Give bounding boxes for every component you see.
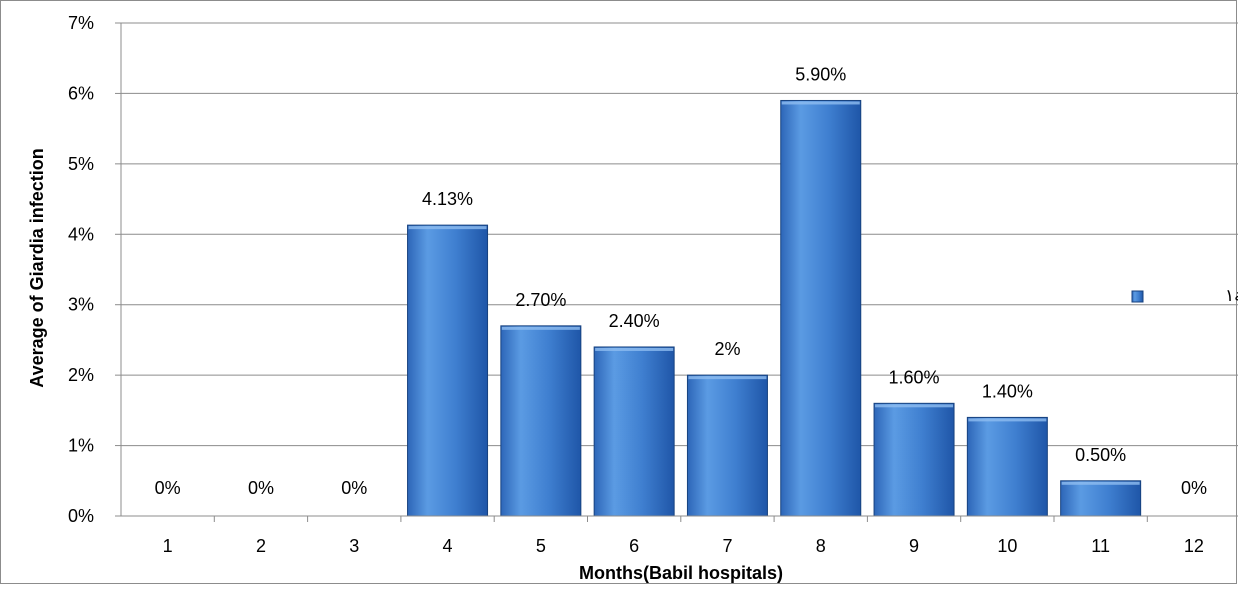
legend: سلسلة١ bbox=[1131, 286, 1239, 305]
y-tick-label: 7% bbox=[68, 13, 94, 33]
x-tick-label: 6 bbox=[629, 536, 639, 556]
data-label: 0% bbox=[341, 478, 367, 498]
x-tick-label: 11 bbox=[1091, 536, 1110, 556]
bar bbox=[500, 325, 582, 517]
x-tick-label: 12 bbox=[1184, 536, 1204, 556]
bar bbox=[593, 346, 675, 517]
bar-highlight bbox=[501, 326, 580, 330]
y-tick-label: 0% bbox=[68, 506, 94, 526]
x-tick-label: 1 bbox=[163, 536, 173, 556]
x-tick-label: 3 bbox=[349, 536, 359, 556]
data-label: 4.13% bbox=[422, 189, 473, 209]
legend-swatch bbox=[1131, 290, 1144, 303]
data-label: 1.40% bbox=[982, 381, 1033, 401]
data-label: 2.70% bbox=[515, 290, 566, 310]
bar bbox=[1060, 480, 1142, 517]
x-axis-title: Months(Babil hospitals) bbox=[579, 563, 783, 583]
axes: 0%1%2%3%4%5%6%7%1 2 3 4 5 6 7 8 9 10 11 12 bbox=[68, 13, 1238, 556]
bar-highlight bbox=[688, 376, 767, 380]
data-label: 0.50% bbox=[1075, 445, 1126, 465]
data-label: 5.90% bbox=[795, 64, 846, 84]
x-tick-label: 5 bbox=[536, 536, 546, 556]
y-tick-label: 4% bbox=[68, 224, 94, 244]
data-label: 2% bbox=[714, 339, 740, 359]
data-label: 2.40% bbox=[609, 311, 660, 331]
data-label: 1.60% bbox=[889, 367, 940, 387]
x-tick-label: 7 bbox=[722, 536, 732, 556]
bar-highlight bbox=[1061, 481, 1140, 485]
y-tick-label: 5% bbox=[68, 154, 94, 174]
gridlines bbox=[121, 22, 1238, 447]
y-axis-title: Average of Giardia infection bbox=[27, 148, 47, 387]
y-tick-label: 6% bbox=[68, 83, 94, 103]
bar-highlight bbox=[968, 418, 1047, 422]
bar bbox=[873, 402, 955, 517]
bar-highlight bbox=[408, 226, 487, 230]
bar-highlight bbox=[781, 101, 860, 105]
x-tick-label: 2 bbox=[256, 536, 266, 556]
x-tick-label: 4 bbox=[443, 536, 453, 556]
x-tick-label: 8 bbox=[816, 536, 826, 556]
y-tick-label: 1% bbox=[68, 436, 94, 456]
bars bbox=[407, 99, 1142, 517]
y-tick-label: 3% bbox=[68, 295, 94, 315]
bar-highlight bbox=[595, 347, 674, 351]
legend-label: سلسلة١ bbox=[1225, 286, 1238, 305]
x-tick-label: 9 bbox=[909, 536, 919, 556]
bar bbox=[407, 224, 489, 517]
data-labels: 0% 0% 0% 4.13% 2.70% 2.40% 2% 5.90% 1.60% 1.40% 0.… bbox=[155, 64, 1207, 498]
y-tick-label: 2% bbox=[68, 365, 94, 385]
data-label: 0% bbox=[248, 478, 274, 498]
bar bbox=[686, 374, 768, 517]
data-label: 0% bbox=[1181, 478, 1207, 498]
data-label: 0% bbox=[155, 478, 181, 498]
bar bbox=[966, 416, 1048, 517]
bar-highlight bbox=[875, 404, 954, 408]
bar bbox=[780, 99, 862, 517]
x-tick-label: 10 bbox=[997, 536, 1017, 556]
